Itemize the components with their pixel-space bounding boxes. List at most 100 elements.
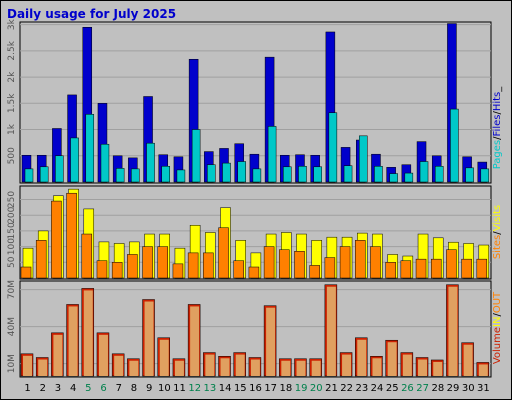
bar-volume-out: [387, 342, 397, 376]
y-tick-label: 250: [7, 191, 17, 208]
x-day-label: 4: [70, 383, 76, 394]
y-tick-label: 500: [7, 147, 17, 164]
bar-pages: [374, 166, 383, 183]
bar-sites: [218, 227, 229, 279]
bar-pages: [176, 169, 186, 183]
bar-sites: [172, 263, 184, 279]
bar-sites: [476, 258, 488, 279]
bar-pages: [404, 172, 414, 183]
bar-sites: [233, 260, 244, 279]
y-tick-label: 200: [7, 206, 17, 223]
bar-volume-out: [478, 364, 488, 376]
x-day-label: 26: [401, 383, 414, 394]
bar-sites: [294, 251, 305, 279]
x-day-label: 22: [340, 383, 353, 394]
bar-pages: [283, 166, 292, 183]
x-day-label: 10: [158, 383, 171, 394]
legend-part: Hits: [492, 92, 503, 111]
y-tick-label: 2k: [7, 71, 17, 83]
legend-pages-files-hits: Pages/Files/Hits_: [492, 86, 503, 170]
x-day-label: 16: [249, 383, 262, 394]
bar-pages: [191, 129, 201, 183]
bar-volume-out: [418, 359, 428, 376]
bar-sites: [66, 192, 77, 279]
y-tick-label: 100: [7, 238, 17, 255]
x-day-label: 20: [310, 383, 323, 394]
bar-sites: [446, 249, 457, 279]
x-day-label: 5: [85, 383, 91, 394]
y-tick-label: 40M: [7, 317, 17, 336]
bar-pages: [131, 168, 140, 183]
x-day-label: 11: [173, 383, 186, 394]
bar-volume-out: [144, 301, 154, 376]
bar-volume-out: [174, 360, 184, 376]
bar-volume-out: [326, 286, 336, 376]
x-day-label: 1: [24, 383, 30, 394]
legend-part: /: [492, 111, 503, 115]
bar-sites: [20, 266, 32, 279]
y-tick-label: 70M: [7, 280, 17, 299]
legend-part: /: [492, 313, 503, 317]
x-day-label: 18: [280, 383, 293, 394]
x-day-label: 27: [416, 383, 429, 394]
bar-pages: [450, 108, 459, 183]
bar-pages: [237, 161, 246, 183]
bar-volume-out: [342, 354, 352, 376]
legend-part: Pages: [492, 140, 503, 169]
legend-visits-sites: Sites/Visits: [492, 205, 503, 259]
bar-pages: [389, 173, 398, 183]
bar-sites: [111, 262, 123, 279]
x-day-label: 23: [355, 383, 368, 394]
bar-pages: [313, 166, 322, 183]
bar-volume-out: [266, 307, 276, 376]
bar-sites: [187, 252, 199, 279]
bar-sites: [385, 262, 396, 279]
bar-volume-out: [53, 334, 63, 376]
x-day-label: 9: [146, 383, 152, 394]
bar-volume-out: [190, 306, 200, 376]
bar-pages: [100, 143, 110, 183]
bar-pages: [146, 142, 155, 183]
bar-sites: [461, 258, 472, 279]
bar-volume-out: [114, 355, 124, 376]
bar-pages: [465, 167, 474, 183]
bar-pages: [359, 135, 368, 183]
bar-pages: [55, 155, 64, 183]
bar-sites: [415, 258, 427, 279]
bar-volume-out: [402, 354, 412, 376]
bar-sites: [339, 246, 351, 279]
bar-volume-out: [205, 354, 215, 376]
y-tick-label: 3k: [7, 18, 17, 30]
bar-volume-out: [250, 359, 260, 376]
bar-sites: [355, 240, 366, 279]
bar-volume-out: [372, 358, 382, 376]
bar-pages: [115, 168, 125, 183]
bar-volume-out: [83, 290, 93, 376]
bar-volume-out: [38, 359, 48, 376]
legend-part: _: [492, 86, 503, 93]
x-day-label: 12: [188, 383, 201, 394]
bar-pages: [161, 166, 170, 183]
bar-sites: [127, 254, 138, 279]
legend-part: /: [492, 231, 503, 235]
bar-sites: [96, 260, 108, 279]
bar-sites: [35, 240, 47, 279]
x-day-label: 19: [295, 383, 308, 394]
bar-pages: [24, 168, 34, 183]
x-day-label: 14: [219, 383, 232, 394]
bar-sites: [430, 258, 442, 279]
bar-pages: [39, 166, 49, 183]
legend-part: Visits: [492, 205, 503, 232]
legend-part: Volume: [492, 327, 503, 364]
bar-volume-out: [159, 339, 169, 376]
y-tick-label: 2.5k: [7, 40, 17, 60]
bar-pages: [222, 162, 231, 183]
bar-volume-out: [296, 360, 306, 376]
bar-sites: [203, 252, 214, 279]
bar-sites: [157, 246, 168, 279]
x-day-label: 28: [431, 383, 444, 394]
bar-volume-out: [98, 334, 108, 376]
legend-part: Files: [492, 115, 503, 137]
bar-pages: [434, 166, 444, 183]
